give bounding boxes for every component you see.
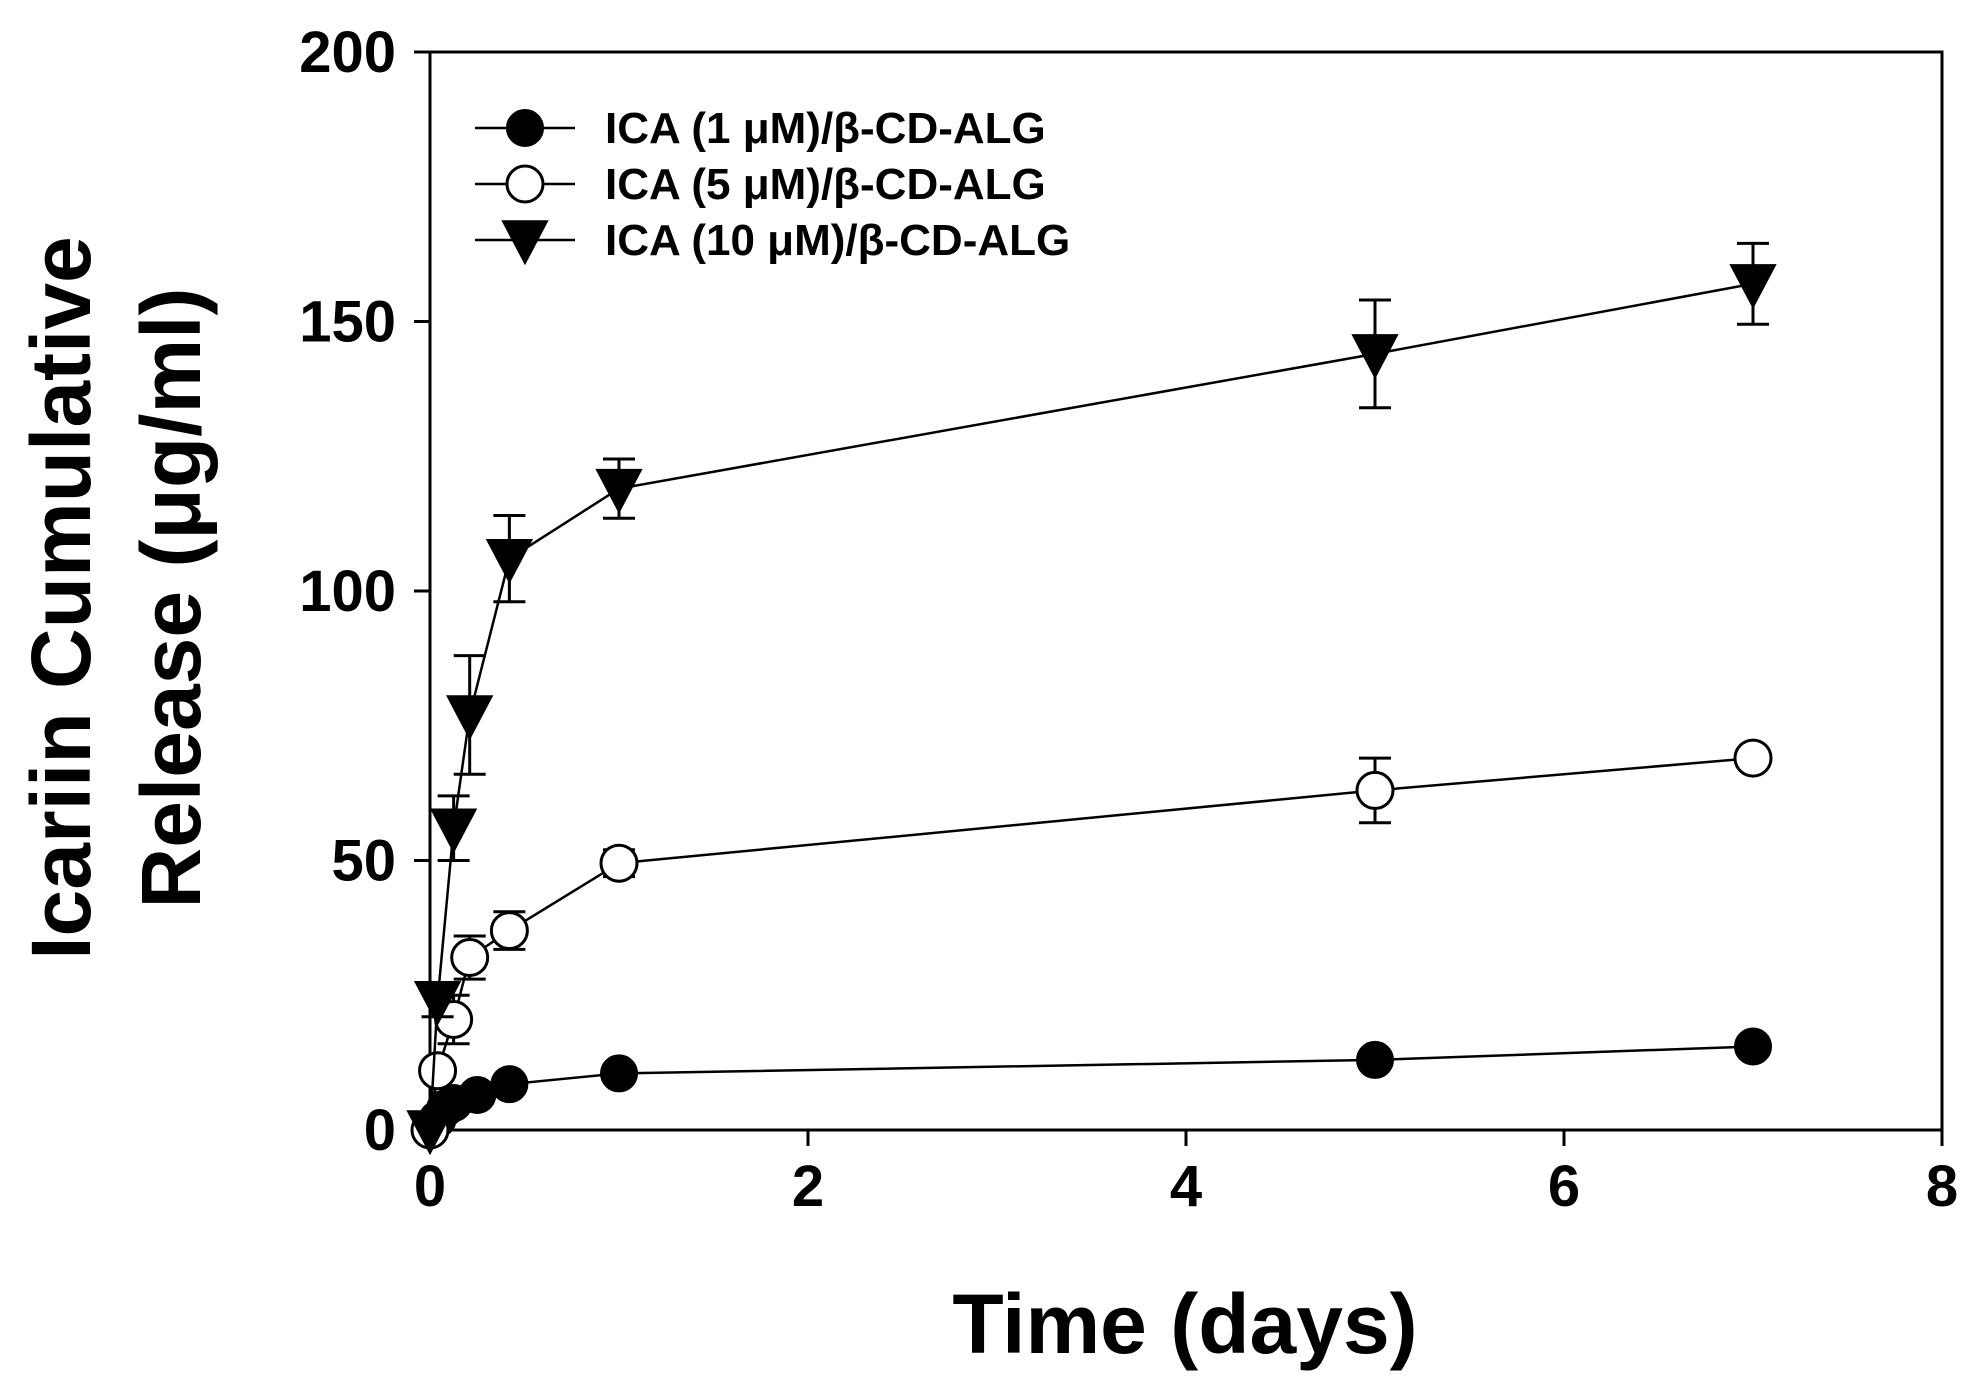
legend-label: ICA (1 μM)/β-CD-ALG	[605, 104, 1046, 153]
x-tick-label: 2	[792, 1154, 824, 1219]
data-point	[446, 695, 494, 741]
data-point	[1355, 770, 1395, 810]
y-tick-label: 200	[299, 20, 396, 85]
plot-frame	[428, 50, 1944, 1132]
data-point	[1729, 264, 1777, 310]
x-tick-label: 6	[1548, 1154, 1580, 1219]
data-point	[490, 1065, 529, 1104]
series-3	[406, 241, 1777, 1156]
legend-marker	[501, 220, 549, 266]
data-point	[599, 843, 639, 883]
data-point	[1356, 1040, 1394, 1079]
x-tick-label: 4	[1170, 1154, 1202, 1219]
data-point	[1733, 738, 1773, 778]
legend-marker	[506, 109, 544, 147]
legend-label: ICA (5 μM)/β-CD-ALG	[605, 160, 1046, 209]
legend-entry-2: ICA (5 μM)/β-CD-ALG	[475, 160, 1046, 209]
legend-entry-1: ICA (1 μM)/β-CD-ALG	[475, 104, 1046, 153]
legend-marker	[505, 164, 545, 204]
series-line	[428, 282, 1754, 1131]
y-tick-label: 150	[299, 290, 396, 355]
data-point	[450, 938, 490, 978]
data-point	[600, 1054, 638, 1093]
data-point	[418, 1051, 458, 1091]
data-point	[1351, 334, 1399, 380]
data-point	[485, 538, 534, 584]
y-axis-title-line1: Icariin Cumulative	[14, 236, 108, 960]
y-axis-title-line2: Release (μg/ml)	[124, 288, 218, 909]
data-point	[406, 1110, 454, 1156]
y-tick-label: 100	[299, 559, 396, 624]
series-2	[410, 738, 1773, 1150]
x-tick-label: 8	[1926, 1154, 1958, 1219]
data-point	[458, 1075, 497, 1114]
x-tick-label: 0	[414, 1154, 446, 1219]
legend-label: ICA (10 μM)/β-CD-ALG	[605, 216, 1070, 265]
y-tick-label: 0	[364, 1098, 396, 1163]
legend-entry-3: ICA (10 μM)/β-CD-ALG	[475, 216, 1070, 266]
data-point	[595, 468, 643, 514]
data-point	[1734, 1027, 1772, 1066]
data-point	[413, 980, 462, 1026]
y-tick-label: 50	[331, 829, 396, 894]
data-point	[489, 911, 529, 951]
x-axis-title: Time (days)	[952, 1277, 1417, 1371]
data-point	[429, 808, 478, 854]
